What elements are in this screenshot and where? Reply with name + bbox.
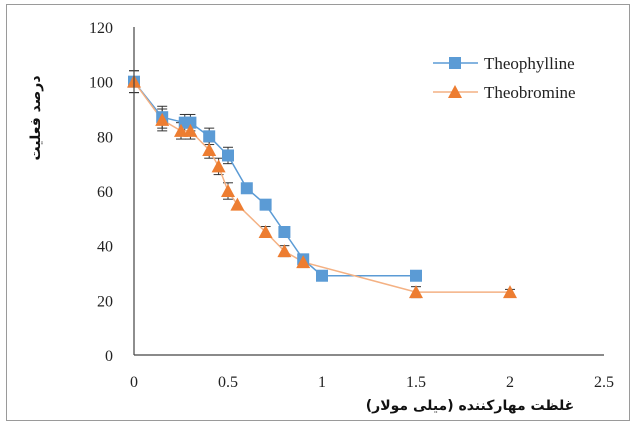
legend-marker-theobromine <box>448 85 462 98</box>
data-point-theobromine <box>296 255 311 269</box>
x-tick-label: 0.5 <box>218 374 238 391</box>
y-tick-label: 120 <box>89 20 113 37</box>
data-point-theobromine <box>277 244 292 258</box>
data-point-theophylline <box>259 198 272 211</box>
y-axis-title: درصد فعلیت <box>28 75 44 160</box>
x-tick-label: 2.5 <box>594 374 614 391</box>
series-line-theophylline <box>133 81 416 277</box>
data-point-theobromine <box>503 285 517 299</box>
x-tick-label: 0 <box>130 374 138 391</box>
x-tick-labels: 0 0.5 1 1.5 2 2.5 <box>130 374 614 391</box>
data-point-theobromine <box>202 143 217 156</box>
data-point-theophylline <box>278 226 291 238</box>
y-tick-label: 0 <box>105 348 113 365</box>
y-tick-label: 60 <box>97 184 113 201</box>
legend: Theophylline Theobromine <box>433 54 576 102</box>
data-point-theobromine <box>258 225 273 238</box>
chart-frame <box>6 4 630 421</box>
y-tick-label: 40 <box>97 239 113 256</box>
data-point-theophylline <box>203 130 216 143</box>
legend-marker-theophylline <box>449 57 461 69</box>
y-tick-label: 100 <box>89 75 113 92</box>
data-point-theophylline <box>316 269 328 282</box>
data-point-theophylline <box>222 149 234 162</box>
data-point-theophylline <box>240 182 253 195</box>
data-point-theophylline <box>410 269 422 282</box>
data-point-theobromine <box>155 112 170 126</box>
legend-label-theophylline: Theophylline <box>484 54 575 73</box>
legend-label-theobromine: Theobromine <box>484 83 576 102</box>
data-point-theobromine <box>174 123 188 137</box>
data-point-theobromine <box>230 197 245 211</box>
y-tick-label: 20 <box>97 293 113 310</box>
series-lines <box>133 81 510 293</box>
error-bars <box>129 70 515 299</box>
series-line-theobromine <box>133 81 510 293</box>
y-tick-labels: 0 20 40 60 80 100 120 <box>89 20 113 365</box>
data-point-theobromine <box>211 159 226 173</box>
x-axis-title: غلظت مهارکننده (میلی مولار) <box>366 398 575 414</box>
x-tick-label: 1.5 <box>406 374 426 391</box>
data-point-theobromine <box>221 184 235 197</box>
data-point-theophylline <box>184 116 197 129</box>
axes <box>133 27 604 356</box>
data-point-theobromine <box>183 123 198 137</box>
markers <box>127 74 517 299</box>
x-tick-label: 2 <box>506 374 514 391</box>
y-tick-label: 80 <box>97 129 113 146</box>
x-tick-label: 1 <box>318 374 326 391</box>
data-point-theobromine <box>409 285 423 299</box>
